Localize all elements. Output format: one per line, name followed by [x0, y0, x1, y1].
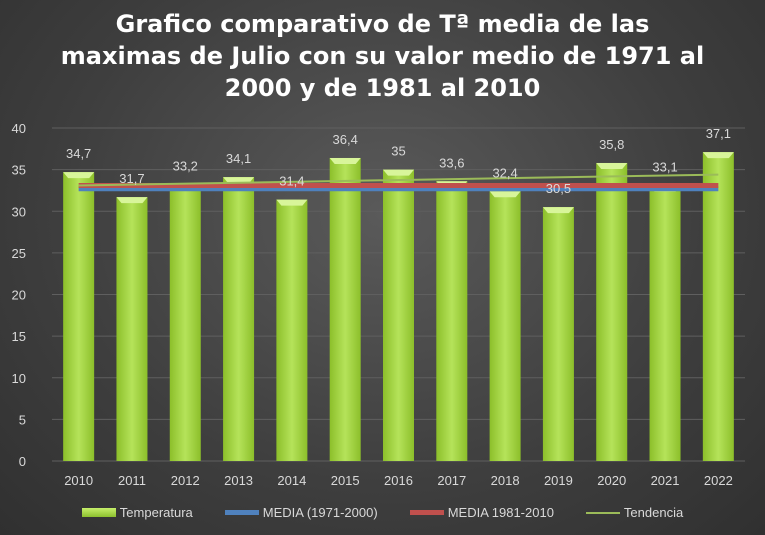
- bar-2010: [63, 172, 95, 461]
- y-tick-label: 5: [19, 412, 26, 427]
- x-tick-label: 2022: [704, 473, 733, 488]
- bar-top-bevel: [276, 199, 308, 206]
- y-tick-label: 0: [19, 454, 26, 469]
- y-tick-label: 10: [12, 371, 26, 386]
- data-label: 36,4: [333, 132, 358, 147]
- bar-top-bevel: [116, 197, 148, 204]
- legend-media-1981-2010[interactable]: MEDIA 1981-2010: [409, 505, 554, 520]
- y-tick-label: 15: [12, 329, 26, 344]
- bar-2012: [169, 184, 201, 462]
- bar-top-bevel: [596, 162, 628, 169]
- legend-swatch: [585, 511, 620, 514]
- bar-2013: [223, 177, 255, 461]
- bar-top-bevel: [63, 172, 95, 179]
- x-tick-label: 2015: [331, 473, 360, 488]
- data-label: 35: [391, 144, 405, 159]
- data-label: 32,4: [492, 165, 517, 180]
- legend-label: MEDIA (1971-2000): [262, 505, 378, 520]
- data-label: 34,7: [66, 146, 91, 161]
- legend-temperatura[interactable]: Temperatura: [81, 505, 193, 520]
- bar-2014: [276, 199, 308, 461]
- x-tick-label: 2016: [384, 473, 413, 488]
- x-tick-label: 2020: [597, 473, 626, 488]
- y-tick-label: 40: [12, 121, 26, 136]
- x-tick-label: 2018: [491, 473, 520, 488]
- bar-top-bevel: [489, 191, 521, 198]
- x-tick-label: 2021: [651, 473, 680, 488]
- tendencia-line: [78, 173, 719, 187]
- bar-2015: [329, 157, 361, 461]
- legend-label: Temperatura: [119, 505, 193, 520]
- x-tick-label: 2010: [64, 473, 93, 488]
- data-label: 31,4: [279, 174, 304, 189]
- data-label: 33,6: [439, 155, 464, 170]
- title-line: maximas de Julio con su valor medio de 1…: [60, 42, 705, 70]
- y-tick-label: 30: [12, 204, 26, 219]
- title-line: Grafico comparativo de Tª media de las: [115, 10, 650, 38]
- chart-title: Grafico comparativo de Tª media de las m…: [0, 8, 765, 104]
- bar-2017: [436, 181, 468, 461]
- bar-top-bevel: [329, 157, 361, 164]
- x-tick-label: 2014: [277, 473, 306, 488]
- bar-2011: [116, 197, 148, 461]
- y-tick-label: 25: [12, 246, 26, 261]
- data-label: 31,7: [119, 171, 144, 186]
- bar-2020: [596, 162, 628, 461]
- bar-top-bevel: [383, 169, 414, 176]
- y-tick-label: 35: [12, 163, 26, 178]
- legend-media-1971-2000[interactable]: MEDIA (1971-2000): [224, 505, 378, 520]
- x-tick-label: 2017: [437, 473, 466, 488]
- data-label: 35,8: [599, 137, 624, 152]
- title-line: 2000 y de 1981 al 2010: [224, 74, 541, 102]
- legend: Temperatura MEDIA (1971-2000) MEDIA 1981…: [0, 505, 765, 520]
- data-label: 37,1: [706, 126, 731, 141]
- bar-2022: [702, 152, 734, 461]
- data-label: 33,2: [173, 159, 198, 174]
- legend-label: Tendencia: [623, 505, 684, 520]
- x-tick-label: 2011: [118, 473, 146, 488]
- legend-tendencia[interactable]: Tendencia: [585, 505, 684, 520]
- bar-top-bevel: [542, 207, 574, 214]
- legend-label: MEDIA 1981-2010: [447, 505, 554, 520]
- bar-2019: [542, 207, 574, 461]
- legend-swatch: [81, 508, 116, 517]
- y-tick-label: 20: [12, 288, 26, 303]
- legend-swatch: [224, 510, 259, 515]
- bar-top-bevel: [702, 152, 734, 159]
- x-tick-label: 2013: [224, 473, 253, 488]
- legend-swatch: [409, 510, 444, 515]
- x-tick-label: 2019: [544, 473, 573, 488]
- x-tick-label: 2012: [171, 473, 200, 488]
- bar-2016: [383, 169, 414, 461]
- bar-2021: [649, 185, 681, 461]
- data-label: 33,1: [652, 159, 677, 174]
- data-label: 30,5: [546, 181, 571, 196]
- bar-2018: [489, 191, 521, 461]
- data-label: 34,1: [226, 151, 251, 166]
